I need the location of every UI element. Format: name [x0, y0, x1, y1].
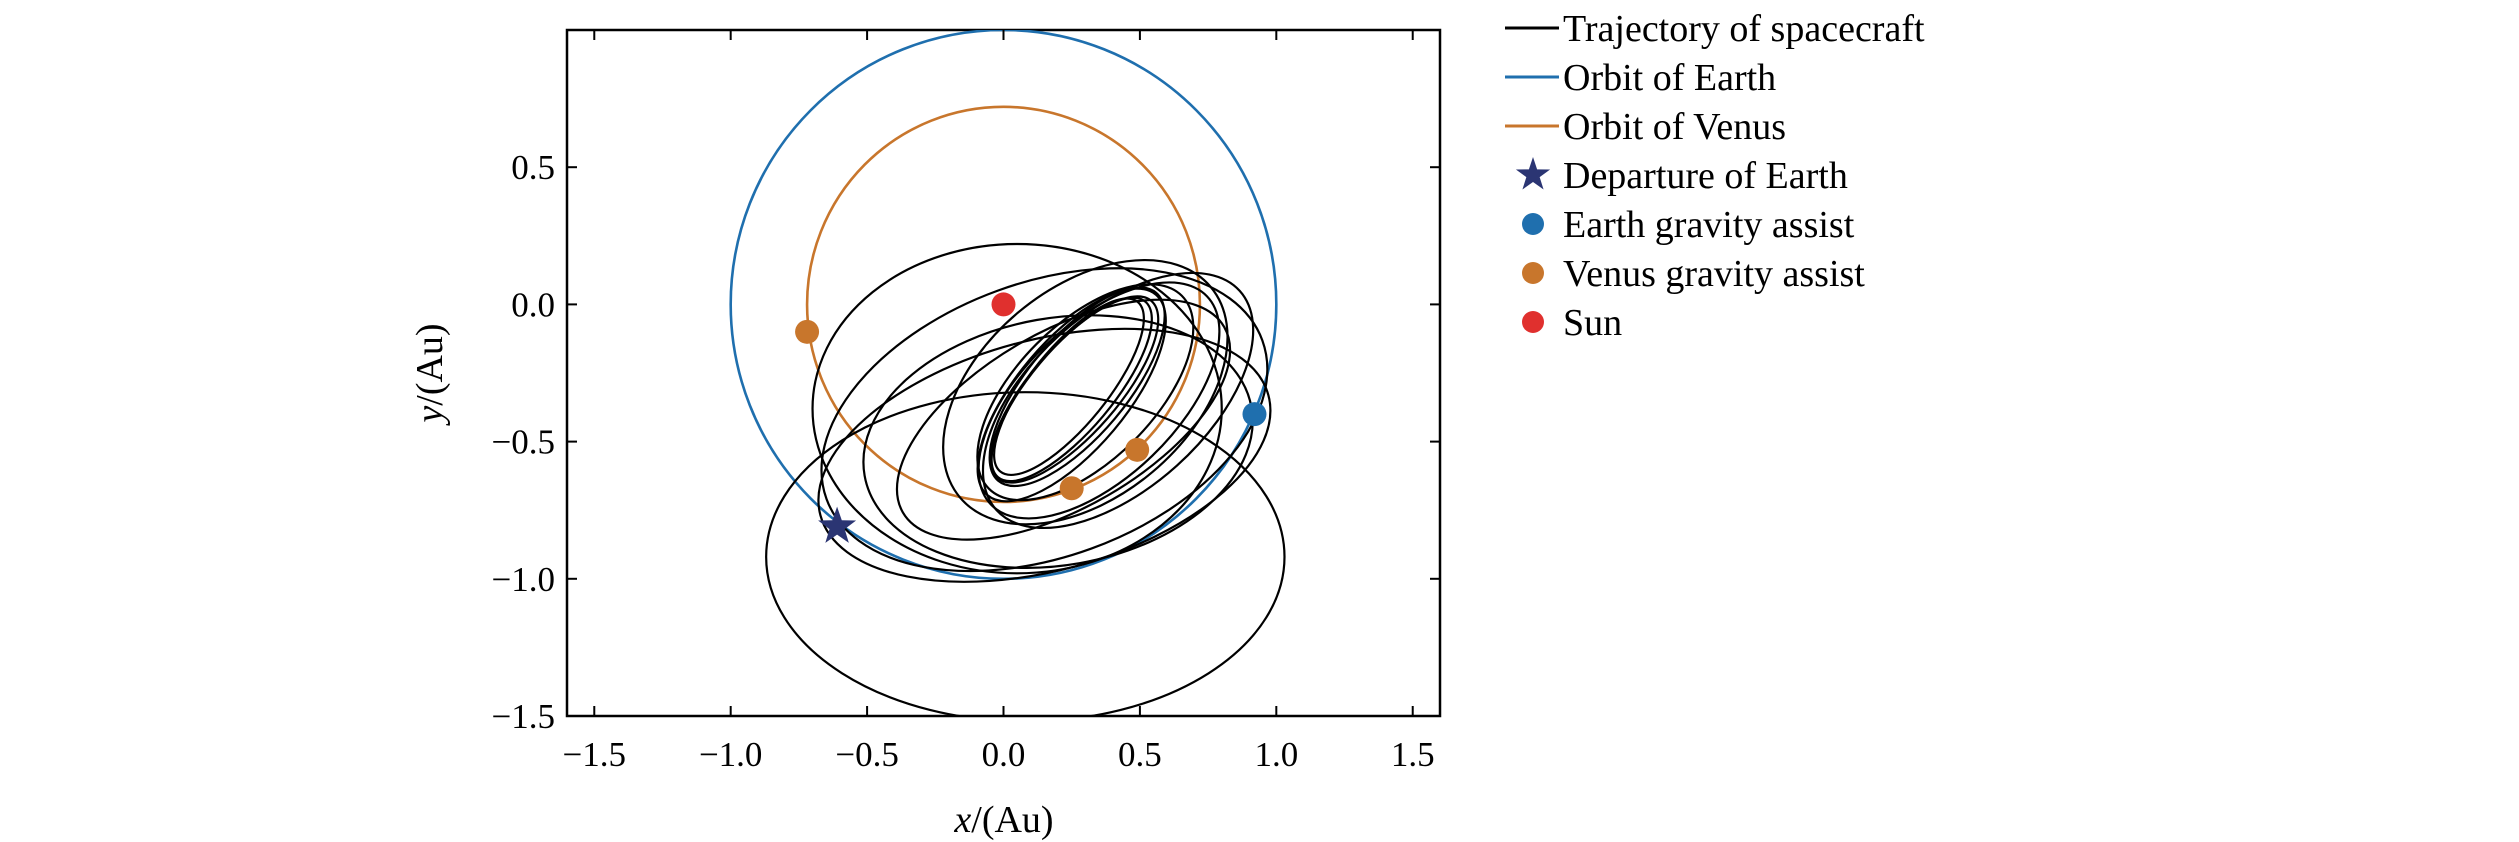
y-axis-ticks: 0.5 0.0 −0.5 −1.0 −1.5	[492, 148, 1440, 736]
legend-item: Trajectory of spacecraft	[1505, 8, 1925, 50]
trajectory-loop	[820, 267, 1269, 573]
y-axis-label: y/(Au)	[409, 323, 451, 426]
departure-of-earth-point	[818, 506, 857, 543]
legend-item: Orbit of Earth	[1505, 57, 1776, 99]
venus-gravity-assist-point	[795, 319, 820, 344]
legend-star-swatch	[1515, 157, 1551, 190]
x-tick-label: −1.5	[563, 735, 627, 774]
x-tick-label: 1.0	[1254, 735, 1298, 774]
x-axis-ticks: −1.5 −1.0 −0.5 0.0 0.5 1.0 1.5	[563, 30, 1435, 774]
legend-dot-swatch	[1522, 262, 1544, 284]
trajectory-loop	[976, 287, 1167, 503]
venus-gravity-assist-point	[1059, 476, 1084, 501]
y-tick-label: −1.0	[492, 560, 556, 599]
trajectory-loop	[895, 298, 1232, 541]
x-tick-label: 1.5	[1391, 735, 1435, 774]
legend-dot-swatch	[1522, 311, 1544, 333]
legend-label: Departure of Earth	[1563, 155, 1848, 197]
y-tick-label: −1.5	[492, 697, 556, 736]
x-axis-label: x/(Au)	[953, 799, 1053, 841]
x-tick-label: 0.5	[1118, 735, 1162, 774]
trajectory-loop	[817, 327, 1272, 583]
legend-item: Venus gravity assist	[1522, 253, 1865, 295]
y-tick-label: 0.0	[511, 285, 555, 324]
legend-item: Earth gravity assist	[1522, 204, 1855, 246]
legend-item: Orbit of Venus	[1505, 106, 1786, 148]
trajectory-loop	[942, 259, 1229, 526]
earth-gravity-assist-point	[1242, 402, 1267, 427]
legend-label: Sun	[1563, 302, 1622, 344]
legend-label: Orbit of Venus	[1563, 106, 1786, 148]
trajectory-loop	[988, 286, 1166, 488]
y-tick-label: 0.5	[511, 148, 555, 187]
legend-label: Orbit of Earth	[1563, 57, 1776, 99]
legend: Trajectory of spacecraft Orbit of Earth Or…	[1505, 8, 1925, 344]
legend-item: Sun	[1522, 302, 1622, 344]
trajectory-loop	[990, 296, 1153, 483]
x-tick-label: 0.0	[982, 735, 1026, 774]
sun-point	[991, 292, 1016, 317]
x-tick-label: −1.0	[699, 735, 763, 774]
venus-gravity-assist-point	[1125, 437, 1150, 462]
legend-label: Venus gravity assist	[1563, 253, 1865, 295]
trajectory-loop	[977, 281, 1221, 520]
trajectory-loop	[981, 271, 1255, 530]
legend-item: Departure of Earth	[1515, 155, 1848, 197]
points-layer	[795, 292, 1267, 543]
trajectory-loop	[765, 391, 1286, 716]
legend-label: Trajectory of spacecraft	[1563, 8, 1925, 50]
y-tick-label: −0.5	[492, 423, 556, 462]
x-tick-label: −0.5	[835, 735, 899, 774]
plot-frame	[565, 28, 1442, 718]
trajectory-loop	[811, 242, 1223, 575]
legend-label: Earth gravity assist	[1563, 204, 1855, 246]
legend-dot-swatch	[1522, 213, 1544, 235]
trajectory-layer	[765, 242, 1286, 716]
